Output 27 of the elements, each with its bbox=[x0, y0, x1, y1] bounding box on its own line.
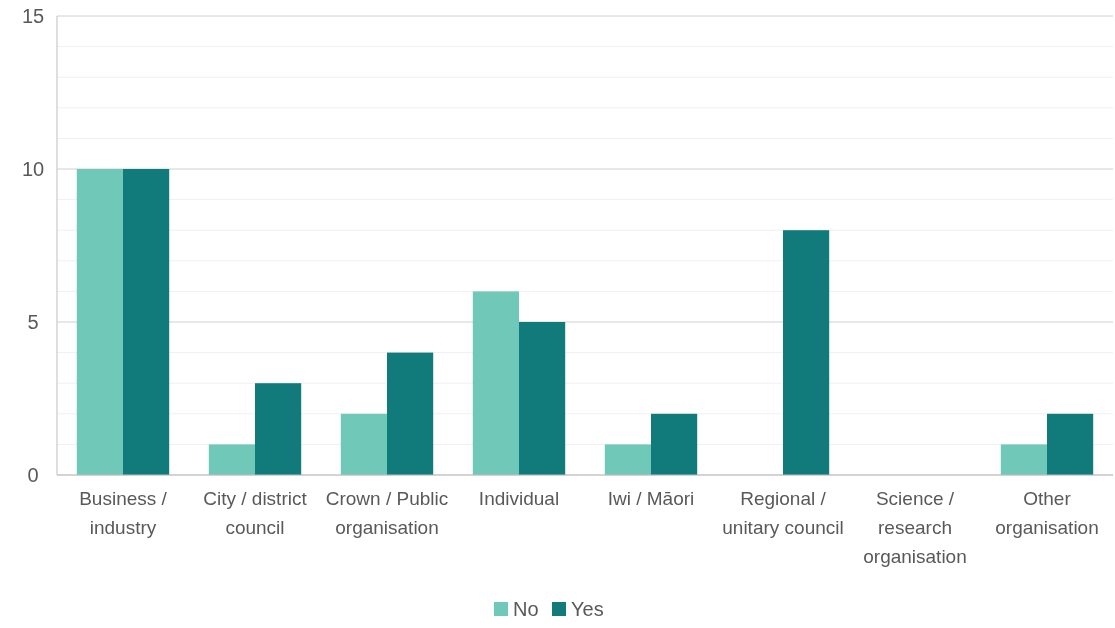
bar bbox=[1000, 444, 1047, 475]
y-tick-label: 10 bbox=[21, 158, 45, 180]
bar bbox=[76, 169, 123, 475]
y-tick-label: 15 bbox=[21, 5, 45, 27]
y-tick-label: 5 bbox=[27, 311, 39, 333]
bar bbox=[208, 444, 255, 475]
x-tick-label: Other organisation bbox=[995, 488, 1099, 538]
x-tick-label: Science / research organisation bbox=[863, 488, 967, 567]
y-tick-label: 0 bbox=[27, 464, 39, 486]
x-tick-label: Iwi / Māori bbox=[607, 488, 695, 509]
x-tick-label: Regional / unitary council bbox=[722, 488, 844, 538]
bar bbox=[651, 413, 698, 475]
x-tick-label: Individual bbox=[478, 488, 560, 509]
bar bbox=[604, 444, 651, 475]
legend-label: Yes bbox=[571, 598, 604, 620]
bar bbox=[340, 413, 387, 475]
x-tick-label: Crown / Public organisation bbox=[325, 488, 449, 538]
bar bbox=[783, 230, 830, 475]
legend-label: No bbox=[513, 598, 539, 620]
bar bbox=[519, 322, 566, 475]
bar bbox=[1047, 413, 1094, 475]
x-tick-label: Business / industry bbox=[79, 488, 168, 538]
bar bbox=[123, 169, 170, 475]
bar bbox=[255, 383, 302, 475]
bar bbox=[472, 291, 519, 475]
bar bbox=[387, 352, 434, 475]
x-tick-label: City / district council bbox=[203, 488, 308, 538]
